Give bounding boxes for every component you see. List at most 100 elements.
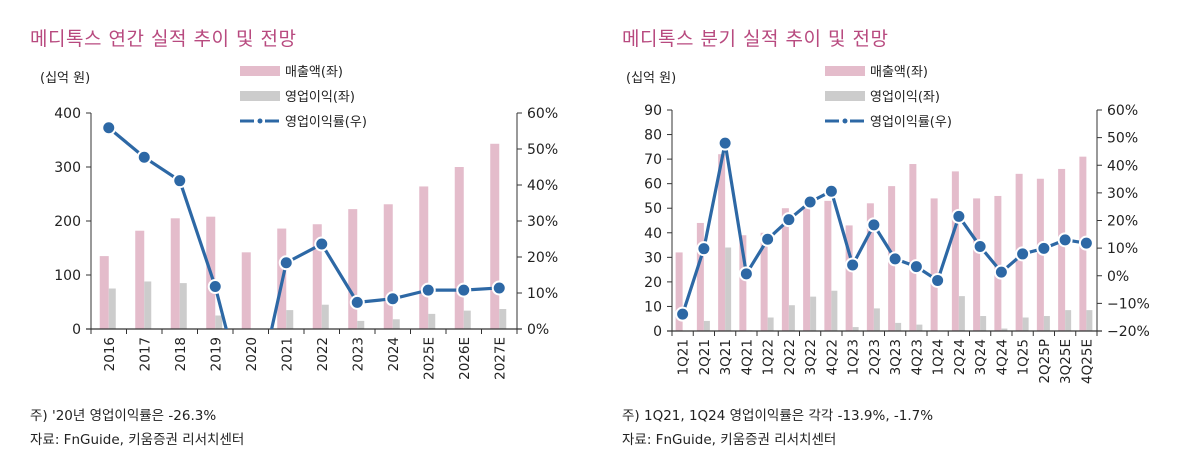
margin-point [172, 173, 188, 189]
margin-point [136, 149, 152, 165]
operating-profit-bar [725, 247, 732, 331]
chart-footnote: 주) 1Q21, 1Q24 영업이익률은 각각 -13.9%, -1.7% [622, 408, 934, 424]
x-tick-label: 3Q25E [1058, 339, 1074, 384]
operating-profit-bar [357, 320, 365, 329]
margin-point [207, 279, 223, 295]
x-tick-label: 4Q23 [909, 339, 925, 375]
x-tick-label: 2019 [208, 337, 224, 371]
margin-point [456, 282, 472, 298]
chart-title: 메디톡스 연간 실적 추이 및 전망 [30, 28, 297, 50]
x-tick-label: 2022 [315, 337, 331, 371]
x-tick-label: 2Q22 [782, 339, 798, 375]
margin-point [717, 135, 733, 151]
operating-profit-bar [1043, 316, 1050, 331]
operating-profit-bar [703, 320, 710, 331]
legend-label-operating-profit: 영업이익(좌) [870, 90, 940, 105]
annual-chart: (십억 원) 매출액(좌) 영업이익(좌) 영업이익률(우) 0 100 200 300 400… [40, 65, 558, 380]
x-tick-label: 4Q25E [1079, 339, 1095, 384]
chart-footnote: 주) '20년 영업이익률은 -26.3% [30, 408, 217, 424]
margin-point [1057, 232, 1073, 248]
x-tick-label: 4Q24 [994, 339, 1010, 375]
operating-profit-bar [916, 324, 923, 331]
unit-label: (십억 원) [40, 71, 90, 86]
y-tick-label-right: 10% [1107, 241, 1138, 257]
revenue-bar [803, 208, 811, 331]
operating-profit-bar [392, 319, 400, 329]
margin-point [781, 212, 797, 228]
operating-profit-bar [852, 327, 859, 331]
y-tick-label-left: 20 [644, 275, 662, 291]
x-tick-label: 2016 [102, 337, 118, 371]
revenue-bar [135, 230, 145, 329]
x-tick-label: 2018 [173, 337, 189, 371]
operating-profit-bar [1001, 328, 1008, 331]
y-tick-label-left: 300 [54, 160, 81, 176]
revenue-bar [930, 198, 938, 331]
margin-point [802, 194, 818, 210]
operating-profit-bar [958, 296, 965, 331]
y-tick-label-right: 30% [527, 214, 558, 230]
legend-label-revenue: 매출액(좌) [870, 65, 928, 80]
margin-point [738, 266, 754, 282]
chart-source: 자료: FnGuide, 키움증권 리서치센터 [622, 432, 837, 448]
operating-profit-bar [428, 313, 436, 329]
revenue-bar [170, 218, 180, 329]
margin-point [314, 236, 330, 252]
y-tick-label-left: 30 [644, 250, 662, 266]
y-tick-label-left: 90 [644, 103, 662, 119]
margin-point [1078, 235, 1094, 251]
y-tick-label-left: 0 [653, 324, 662, 340]
chart-source: 자료: FnGuide, 키움증권 리서치센터 [30, 432, 245, 448]
x-tick-label: 3Q22 [803, 339, 819, 375]
y-tick-label-right: 40% [527, 178, 558, 194]
revenue-bar [973, 198, 981, 331]
revenue-bar [760, 232, 768, 331]
revenue-bar [909, 164, 917, 331]
y-tick-label-left: 50 [644, 201, 662, 217]
x-tick-label: 1Q24 [931, 339, 947, 375]
revenue-bar [994, 195, 1002, 331]
revenue-bar [696, 222, 704, 331]
x-tick-label: 3Q21 [718, 339, 734, 375]
margin-point [278, 255, 294, 271]
legend-marker-margin [842, 118, 848, 124]
y-tick-label-left: 10 [644, 299, 662, 315]
x-tick-label: 2Q24 [952, 339, 968, 375]
x-tick-label: 1Q21 [676, 339, 692, 375]
y-tick-label-right: −10% [1107, 296, 1150, 312]
x-tick-label: 2021 [279, 337, 295, 371]
legend-swatch-operating-profit [825, 91, 865, 101]
operating-profit-bar [321, 304, 329, 329]
revenue-bar [1058, 168, 1066, 331]
revenue-bar [383, 204, 393, 329]
x-tick-label: 2023 [350, 337, 366, 371]
x-tick-label: 2Q23 [867, 339, 883, 375]
revenue-bar [951, 171, 959, 331]
y-tick-label-left: 70 [644, 152, 662, 168]
x-tick-label: 2020 [244, 337, 260, 371]
margin-point [696, 241, 712, 257]
y-tick-label-right: −20% [1107, 324, 1150, 340]
operating-profit-bar [144, 281, 152, 329]
legend-label-operating-profit: 영업이익(좌) [285, 90, 355, 105]
revenue-bar [454, 167, 464, 329]
x-tick-label: 4Q22 [824, 339, 840, 375]
unit-label: (십억 원) [626, 71, 676, 86]
revenue-bar [241, 252, 251, 329]
legend-marker-margin [257, 118, 263, 124]
x-tick-label: 2017 [137, 337, 153, 371]
quarterly-chart-panel: 메디톡스 분기 실적 추이 및 전망 (십억 원) 매출액(좌) 영업이익(좌) 영업… [600, 0, 1200, 457]
legend: 매출액(좌) 영업이익(좌) 영업이익률(우) [825, 65, 952, 130]
y-tick-label-left: 100 [54, 268, 81, 284]
legend-label-margin: 영업이익률(우) [870, 115, 952, 130]
margin-point [420, 282, 436, 298]
y-tick-label-right: 20% [527, 250, 558, 266]
y-tick-label-left: 200 [54, 214, 81, 230]
y-tick-label-right: 50% [1107, 131, 1138, 147]
y-tick-label-right: 0% [1107, 269, 1129, 285]
x-tick-label: 2Q21 [697, 339, 713, 375]
x-tick-label: 1Q25 [1016, 339, 1032, 375]
revenue-bar [866, 203, 874, 331]
legend-swatch-revenue [240, 66, 280, 76]
margin-point [823, 183, 839, 199]
